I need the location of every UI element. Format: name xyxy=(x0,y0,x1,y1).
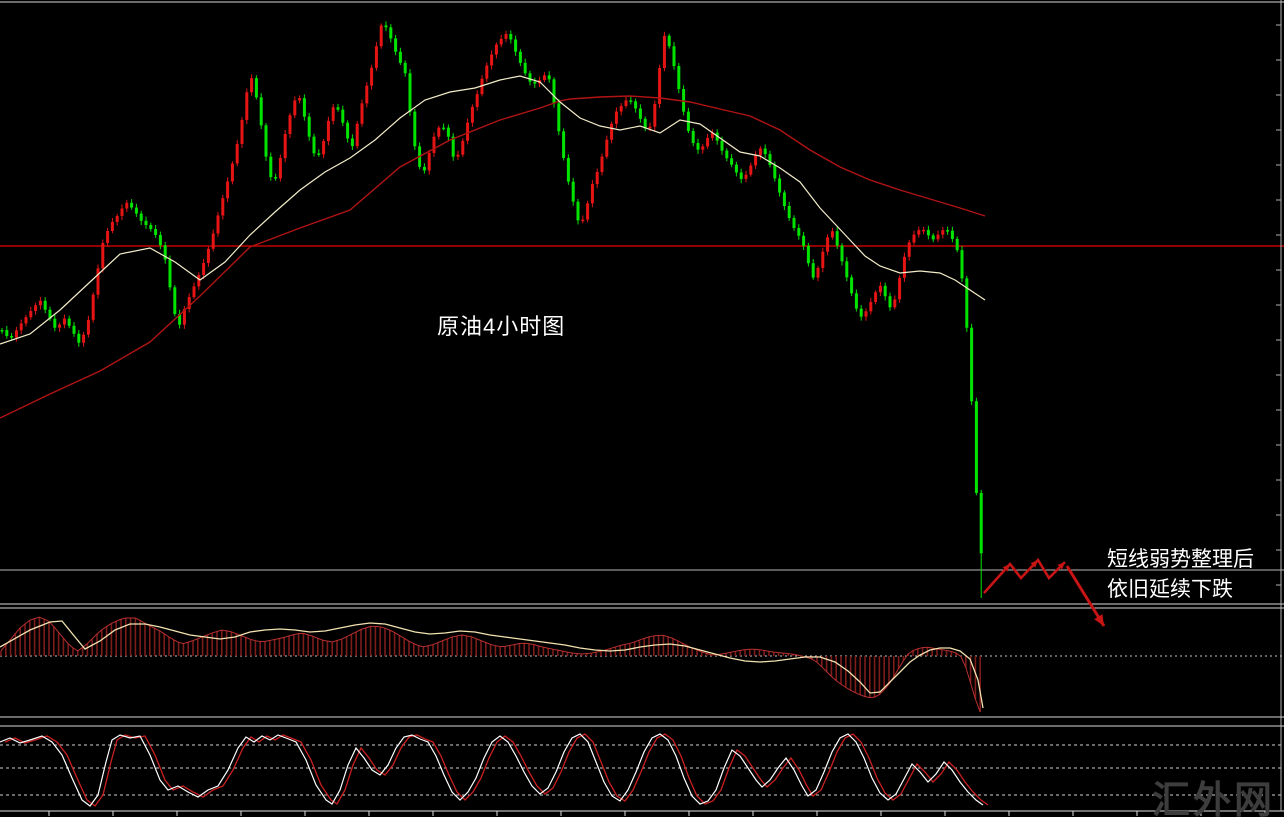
trend-annotation-drawing xyxy=(983,557,1106,627)
macd-panel xyxy=(0,609,1284,716)
candles-layer xyxy=(0,21,983,598)
annotation-line-1: 短线弱势整理后 xyxy=(1107,548,1254,571)
ma-fast-line xyxy=(0,75,986,345)
time-axis xyxy=(0,810,1284,816)
annotation-text: 短线弱势整理后 依旧延续下跌 xyxy=(1107,545,1254,605)
annotation-line-2: 依旧延续下跌 xyxy=(1107,578,1233,601)
stoch-d-line xyxy=(4,733,989,807)
ma-slow-line xyxy=(0,95,986,419)
macd-histogram-contour xyxy=(0,616,981,713)
right-price-border xyxy=(1276,0,1282,811)
watermark: 汇外网 xyxy=(1152,780,1276,817)
chart-title: 原油4小时图 xyxy=(437,314,566,339)
stoch-k-line xyxy=(0,733,984,807)
macd-signal-line xyxy=(0,620,984,709)
macd-histogram xyxy=(0,617,982,713)
